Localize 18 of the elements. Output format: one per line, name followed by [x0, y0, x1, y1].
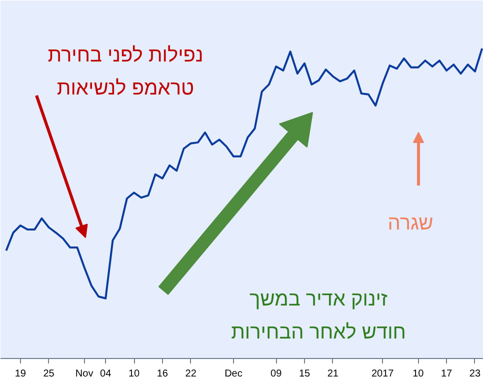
x-tick-label: Nov	[75, 368, 94, 380]
x-tick-label: 19	[14, 368, 26, 380]
x-tick-label: 23	[469, 368, 481, 380]
x-tick-label: 16	[156, 368, 168, 380]
x-tick-label: 21	[327, 368, 339, 380]
x-tick-label: 25	[43, 368, 55, 380]
x-tick-label: 15	[298, 368, 311, 380]
x-tick-label: 04	[100, 368, 112, 380]
annotation: נפילות לפני בחירת טראמפ לנשיאות	[48, 44, 204, 100]
x-tick-label: Dec	[224, 368, 242, 380]
annotation: זינוק אדיר במשך חודש לאחר הבחירות	[231, 288, 406, 344]
x-tick-label: 10	[128, 368, 140, 380]
annotation: שגרה	[388, 212, 434, 234]
x-tick-label: 22	[185, 368, 197, 380]
x-tick-label: 17	[441, 368, 453, 380]
x-tick-label: 10	[412, 368, 424, 380]
x-tick-label: 2017	[372, 368, 394, 380]
x-tick-label: 09	[270, 368, 282, 380]
